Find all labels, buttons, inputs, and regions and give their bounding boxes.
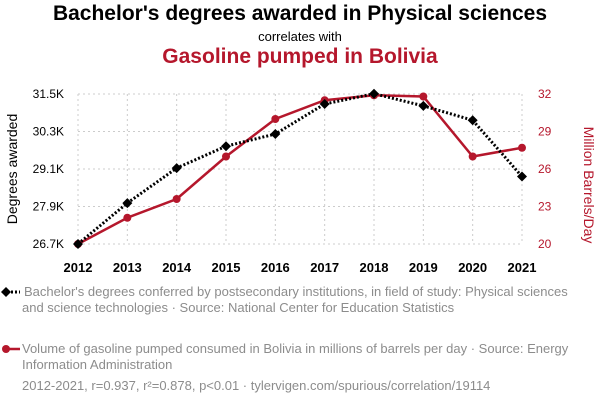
x-tick-label: 2019 xyxy=(409,260,438,275)
y-tick-label-right: 23 xyxy=(538,200,552,214)
x-tick-label: 2015 xyxy=(212,260,241,275)
y-axis-label-left: Degrees awarded xyxy=(4,114,20,225)
y-tick-label-right: 20 xyxy=(538,237,552,251)
chart-title: Bachelor's degrees awarded in Physical s… xyxy=(52,2,548,25)
series-line-gasoline xyxy=(77,93,523,246)
data-point-gasoline xyxy=(518,143,526,152)
x-tick-label: 2016 xyxy=(261,260,290,275)
y-tick-label-left: 29.1K xyxy=(33,162,64,176)
legend-entry-gasoline: Volume of gasoline pumped consumed in Bo… xyxy=(22,341,582,373)
legend-marker-degrees xyxy=(1,287,11,297)
data-point-gasoline xyxy=(271,115,280,123)
data-point-degrees xyxy=(122,198,133,209)
data-point-gasoline xyxy=(172,195,181,203)
x-tick-label: 2020 xyxy=(458,260,487,275)
axis-labels: 26.7K 20 27.9K 23 29.1K 26 30.3K 29 31.5K 32 2012 2… xyxy=(4,87,597,275)
y-tick-label-left: 26.7K xyxy=(33,237,64,251)
data-point-degrees xyxy=(467,115,478,126)
data-point-degrees xyxy=(418,100,429,111)
y-tick-label-right: 32 xyxy=(538,87,552,101)
x-tick-label: 2017 xyxy=(310,260,339,275)
data-point-degrees xyxy=(270,129,281,139)
data-point-gasoline xyxy=(419,92,428,101)
legend-text-degrees: Bachelor's degrees conferred by postseco… xyxy=(22,284,568,315)
x-tick-label: 2014 xyxy=(162,260,192,275)
x-tick-label: 2018 xyxy=(360,260,389,275)
y-tick-label-right: 26 xyxy=(538,162,552,176)
y-tick-label-left: 31.5K xyxy=(33,87,64,101)
y-axis-label-right: Million Barrels/Day xyxy=(581,127,597,244)
series-lines xyxy=(77,92,524,246)
grid-lines xyxy=(77,93,523,245)
y-tick-label-left: 30.3K xyxy=(33,125,64,139)
data-point-degrees xyxy=(369,88,379,99)
legend-marker-gasoline xyxy=(2,345,10,353)
y-tick-label-right: 29 xyxy=(538,125,552,139)
x-tick-label: 2012 xyxy=(64,260,93,275)
data-point-gasoline xyxy=(123,213,132,222)
data-point-degrees xyxy=(517,171,527,182)
legend-text-gasoline: Volume of gasoline pumped consumed in Bo… xyxy=(22,341,569,372)
chart-subtitle: correlates with xyxy=(258,29,342,44)
data-point-degrees xyxy=(73,239,83,249)
data-point-degrees xyxy=(221,141,231,152)
data-point-gasoline xyxy=(468,152,477,161)
footer-stats: 2012-2021, r=0.937, r²=0.878, p<0.01 · t… xyxy=(22,378,491,393)
data-point-gasoline xyxy=(222,152,230,161)
data-point-degrees xyxy=(319,99,330,109)
legend-markers xyxy=(1,287,20,353)
y-tick-label-left: 27.9K xyxy=(33,200,64,214)
chart-title-secondary: Gasoline pumped in Bolivia xyxy=(162,45,438,68)
legend-entry-degrees: Bachelor's degrees conferred by postseco… xyxy=(22,284,582,316)
x-tick-label: 2021 xyxy=(508,260,537,275)
data-point-degrees xyxy=(171,163,182,174)
x-tick-label: 2013 xyxy=(113,260,142,275)
series-markers xyxy=(73,88,527,249)
